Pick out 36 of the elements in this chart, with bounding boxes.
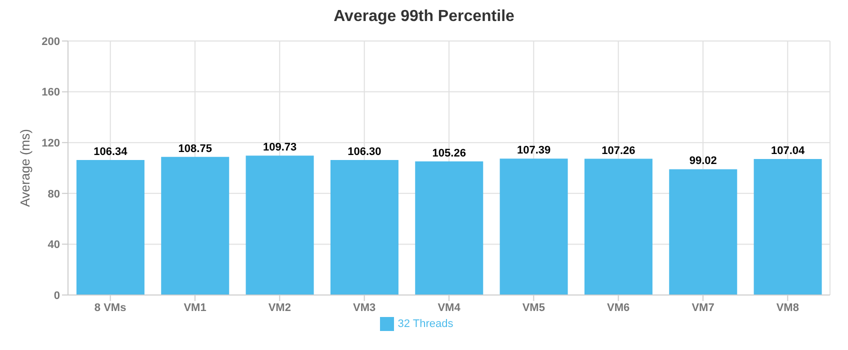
chart-title: Average 99th Percentile <box>332 8 516 26</box>
y-tick-label: 80 <box>48 188 60 200</box>
x-tick-label: VM2 <box>268 302 291 314</box>
y-tick-label: 160 <box>42 86 60 99</box>
legend-label: 32 Threads <box>398 318 454 330</box>
data-label: 106.34 <box>94 146 128 158</box>
x-tick-label: VM5 <box>522 302 545 314</box>
y-tick-label: 200 <box>42 36 60 48</box>
data-label: 109.73 <box>262 142 297 154</box>
x-tick-label: VM7 <box>692 302 714 314</box>
bar <box>161 156 230 295</box>
y-axis-title: Average (ms) <box>18 129 33 207</box>
y-tick-label: 0 <box>54 290 60 302</box>
data-label: 105.26 <box>432 147 466 160</box>
data-label: 108.75 <box>178 142 212 155</box>
y-tick-label: 120 <box>42 138 60 150</box>
x-tick-label: 8 VMs <box>94 302 126 314</box>
bar <box>754 159 822 295</box>
bar <box>330 160 398 295</box>
x-tick-label: VM4 <box>438 302 462 314</box>
x-tick-label: VM6 <box>607 302 630 314</box>
data-label: 107.39 <box>516 144 551 157</box>
bar <box>500 158 568 295</box>
data-label: 107.26 <box>602 144 636 157</box>
bar <box>669 169 738 295</box>
bar <box>415 161 484 295</box>
x-tick-label: VM3 <box>353 302 376 314</box>
bar <box>584 158 652 295</box>
data-label: 106.30 <box>348 146 382 158</box>
x-tick-label: VM1 <box>184 302 206 314</box>
bar <box>76 160 144 295</box>
data-label: 107.04 <box>770 145 806 158</box>
x-tick-label: VM8 <box>776 302 799 314</box>
y-tick-label: 40 <box>48 239 60 252</box>
data-label: 99.02 <box>689 155 717 168</box>
bar <box>246 156 314 295</box>
